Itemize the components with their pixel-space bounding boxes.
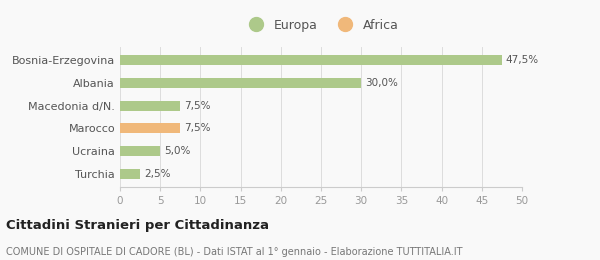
Text: Cittadini Stranieri per Cittadinanza: Cittadini Stranieri per Cittadinanza: [6, 219, 269, 232]
Bar: [120, 55, 502, 66]
Bar: [120, 146, 160, 156]
Text: 5,0%: 5,0%: [164, 146, 191, 156]
Text: 47,5%: 47,5%: [506, 55, 539, 65]
Text: 7,5%: 7,5%: [184, 123, 211, 133]
Bar: [120, 123, 180, 133]
Legend: Europa, Africa: Europa, Africa: [239, 14, 403, 37]
Text: 7,5%: 7,5%: [184, 101, 211, 111]
Text: COMUNE DI OSPITALE DI CADORE (BL) - Dati ISTAT al 1° gennaio - Elaborazione TUTT: COMUNE DI OSPITALE DI CADORE (BL) - Dati…: [6, 247, 463, 257]
Bar: [120, 168, 140, 179]
Text: 30,0%: 30,0%: [365, 78, 398, 88]
Bar: [120, 101, 180, 111]
Text: 2,5%: 2,5%: [144, 169, 170, 179]
Bar: [120, 78, 361, 88]
